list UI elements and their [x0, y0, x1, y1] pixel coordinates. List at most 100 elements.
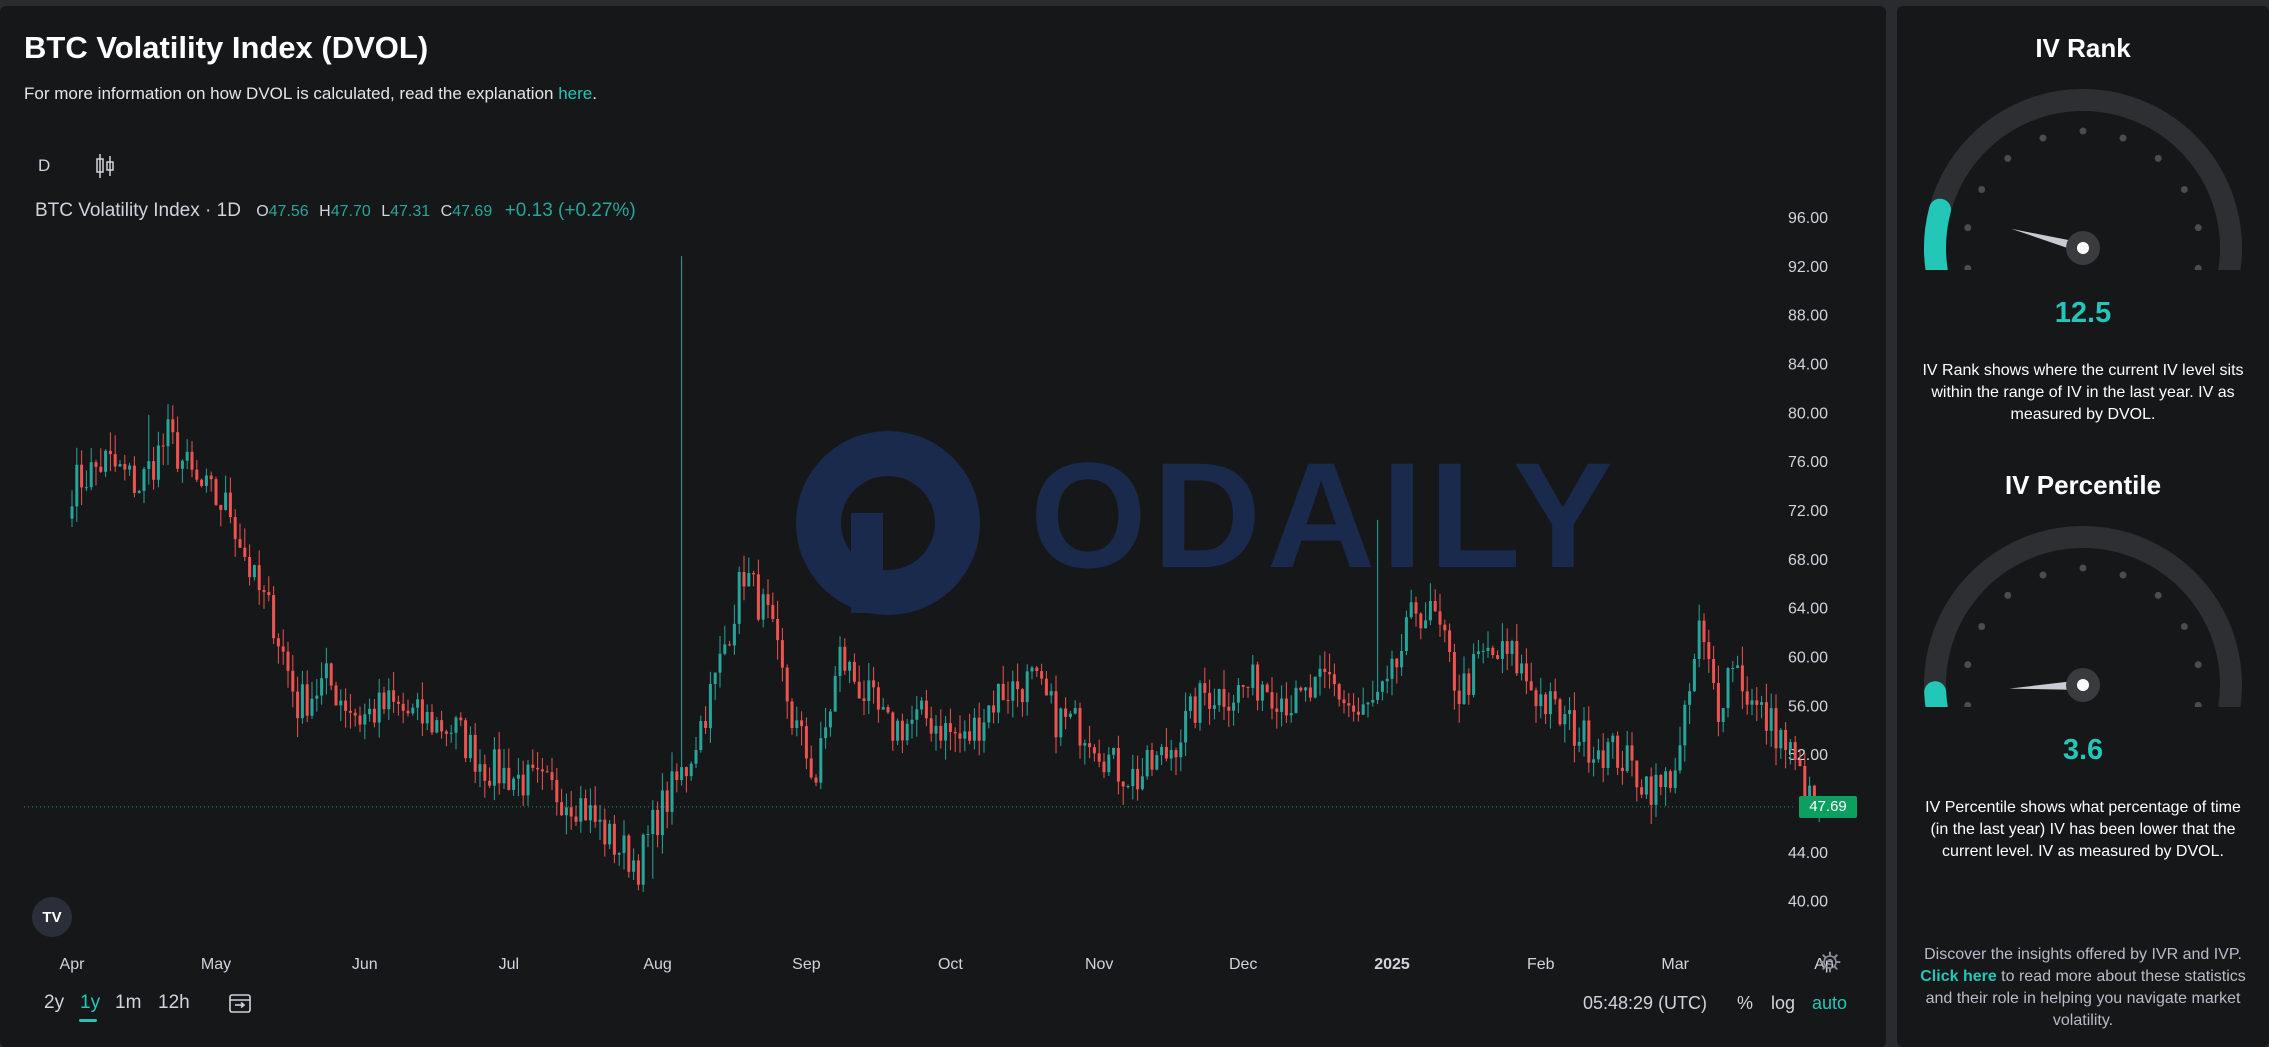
candle-body [1212, 705, 1216, 709]
candle-body [353, 712, 357, 716]
candle-body [1769, 708, 1773, 731]
candle-body [1140, 776, 1144, 790]
candle-body [540, 769, 544, 772]
candle-body [156, 445, 160, 480]
explanation-link[interactable]: here [558, 84, 593, 103]
candle-body [828, 711, 832, 728]
candle-body [742, 572, 746, 587]
click-here-link[interactable]: Click here [1920, 968, 1997, 985]
candle-body [737, 572, 741, 624]
candle-body [1750, 700, 1754, 705]
candle-body [1688, 691, 1692, 705]
auto-toggle[interactable]: auto [1812, 993, 1848, 1013]
candle-body [512, 778, 516, 790]
candle-body [1304, 687, 1308, 691]
candle-body [1352, 705, 1356, 712]
candle-body [900, 720, 904, 741]
footer-intro: Discover the insights offered by IVR and… [1924, 946, 2242, 963]
candle-body [675, 771, 679, 780]
gauge-tick-dot [1964, 701, 1972, 707]
candle-body [747, 573, 751, 587]
candle-body [872, 680, 876, 688]
candle-body [1284, 698, 1288, 716]
x-tick-label: Mar [1661, 956, 1689, 973]
candle-body [833, 675, 837, 712]
candle-body [1275, 708, 1279, 712]
candle-body [425, 712, 429, 724]
candle-body [1443, 624, 1447, 631]
candle-body [795, 720, 799, 729]
candle-body [790, 701, 794, 729]
candle-body [315, 695, 319, 699]
candle-body [920, 700, 924, 710]
range-1m-button[interactable]: 1m [115, 992, 142, 1013]
candle-body [1414, 602, 1418, 614]
candle-body [1035, 667, 1039, 672]
interval-button[interactable]: D [38, 156, 51, 175]
candle-body [137, 490, 141, 493]
iv-rank-description: IV Rank shows where the current IV level… [1922, 362, 2244, 423]
candle-body [934, 725, 938, 734]
candle-body [766, 594, 770, 605]
range-12h-button[interactable]: 12h [158, 992, 190, 1013]
gear-icon[interactable] [1819, 951, 1841, 973]
candle-body [1515, 641, 1519, 674]
candle-body [1236, 685, 1240, 703]
candle-body [1697, 620, 1701, 659]
gauge-tick-dot [1964, 661, 1972, 669]
candle-body [1160, 746, 1164, 756]
candle-body [1702, 620, 1706, 643]
candle-body [641, 834, 645, 885]
candle-body [1064, 708, 1068, 717]
x-tick-label: Dec [1229, 956, 1257, 973]
price-chart[interactable]: 96.00 92.00 88.00 84.00 80.00 76.00 72.00 68.00… [0, 0, 1886, 1047]
candle-body [526, 764, 530, 796]
utc-clock[interactable]: 05:48:29 (UTC) [1583, 993, 1708, 1013]
candle-body [382, 692, 386, 710]
candle-body [555, 779, 559, 803]
tradingview-logo[interactable]: TV [32, 897, 72, 937]
candle-body [1376, 691, 1380, 700]
candle-body [804, 726, 808, 759]
candle-body [809, 758, 813, 778]
candle-body [1126, 786, 1130, 788]
y-tick-label: 96.00 [1788, 210, 1828, 227]
candle-body [1745, 691, 1749, 705]
candle-body [108, 450, 112, 455]
candle-body [876, 687, 880, 710]
gauge-tick-dot [2004, 154, 2012, 162]
candle-body [406, 710, 410, 714]
candle-body [684, 767, 688, 777]
candle-body [1500, 641, 1504, 659]
candle-body [1323, 668, 1327, 672]
candle-body [262, 590, 266, 593]
subtitle-text: For more information on how DVOL is calc… [24, 84, 559, 103]
y-tick-label: 40.00 [1788, 894, 1828, 911]
candle-body [689, 763, 693, 777]
candle-body [1457, 690, 1461, 705]
candle-body [416, 699, 420, 708]
candle-body [670, 771, 674, 812]
go-to-date-icon[interactable] [228, 992, 252, 1014]
candle-body [1385, 678, 1389, 682]
candle-body [1054, 691, 1058, 738]
candle-body [1347, 703, 1351, 706]
candle-body [444, 731, 448, 734]
odaily-logo [796, 431, 980, 615]
gauge-tick-dot [2194, 661, 2202, 669]
candlestick-icon[interactable] [94, 152, 116, 180]
candle-body [339, 700, 343, 706]
candle-body [608, 823, 612, 845]
candle-body [1112, 747, 1116, 755]
candle-body [502, 767, 506, 784]
candle-body [929, 718, 933, 734]
candle-body [1145, 749, 1149, 777]
log-toggle[interactable]: log [1771, 993, 1796, 1013]
range-1y-button[interactable]: 1y [80, 992, 101, 1013]
percent-toggle[interactable]: % [1737, 993, 1754, 1013]
candle-body [305, 684, 309, 716]
candle-body [1548, 691, 1552, 715]
high-key: H [319, 203, 331, 220]
range-2y-button[interactable]: 2y [44, 992, 65, 1013]
active-range-indicator [79, 1019, 97, 1022]
